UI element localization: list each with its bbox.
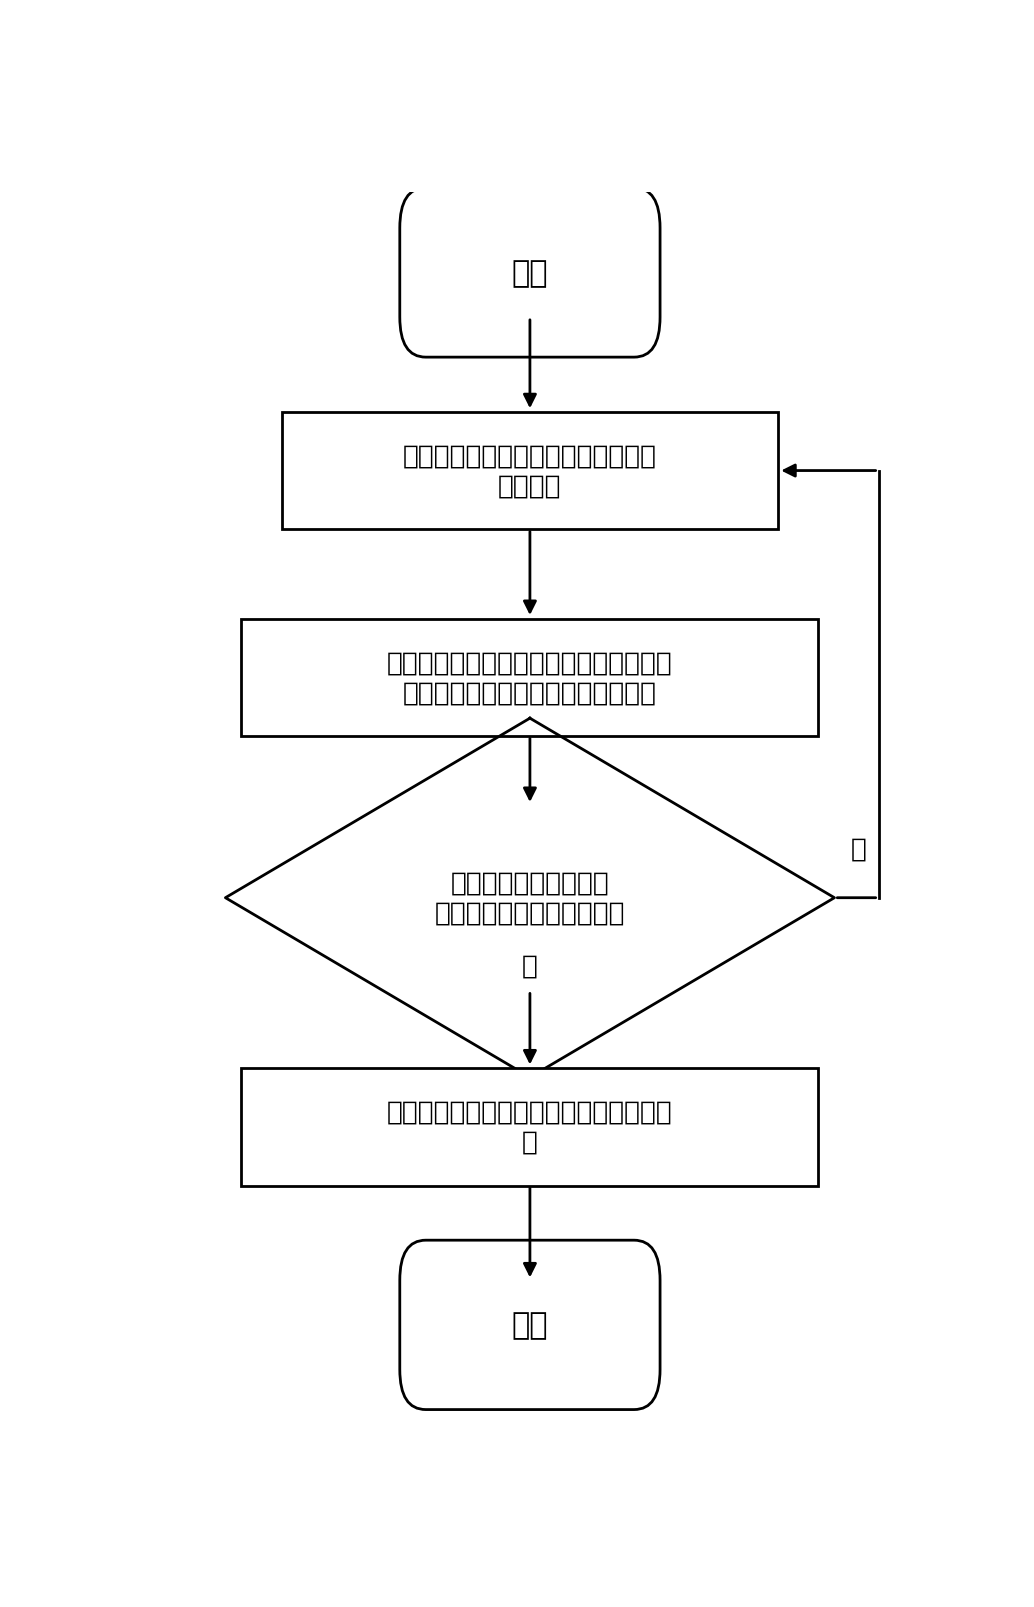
- Text: 处理器生成脉搏信息发送输出模块进行显
示: 处理器生成脉搏信息发送输出模块进行显 示: [387, 1099, 673, 1155]
- Text: 信号采集模块持续采集加速度信号和
心电信号: 信号采集模块持续采集加速度信号和 心电信号: [403, 444, 657, 500]
- Text: 是: 是: [522, 953, 538, 979]
- Text: 否: 否: [851, 836, 866, 861]
- Text: 处理器根据心电数据和
加速度数据判定是否有脉搏: 处理器根据心电数据和 加速度数据判定是否有脉搏: [434, 869, 626, 926]
- FancyBboxPatch shape: [242, 619, 819, 736]
- Text: 结束: 结束: [512, 1311, 548, 1340]
- FancyBboxPatch shape: [242, 1069, 819, 1186]
- FancyBboxPatch shape: [400, 188, 660, 358]
- Text: 开始: 开始: [512, 259, 548, 288]
- FancyBboxPatch shape: [281, 413, 779, 530]
- Text: 处理器分别对心电信号和加速度信号进行
预处理，得到心电数据和加速度数据: 处理器分别对心电信号和加速度信号进行 预处理，得到心电数据和加速度数据: [387, 649, 673, 705]
- Polygon shape: [225, 718, 834, 1078]
- FancyBboxPatch shape: [400, 1241, 660, 1409]
